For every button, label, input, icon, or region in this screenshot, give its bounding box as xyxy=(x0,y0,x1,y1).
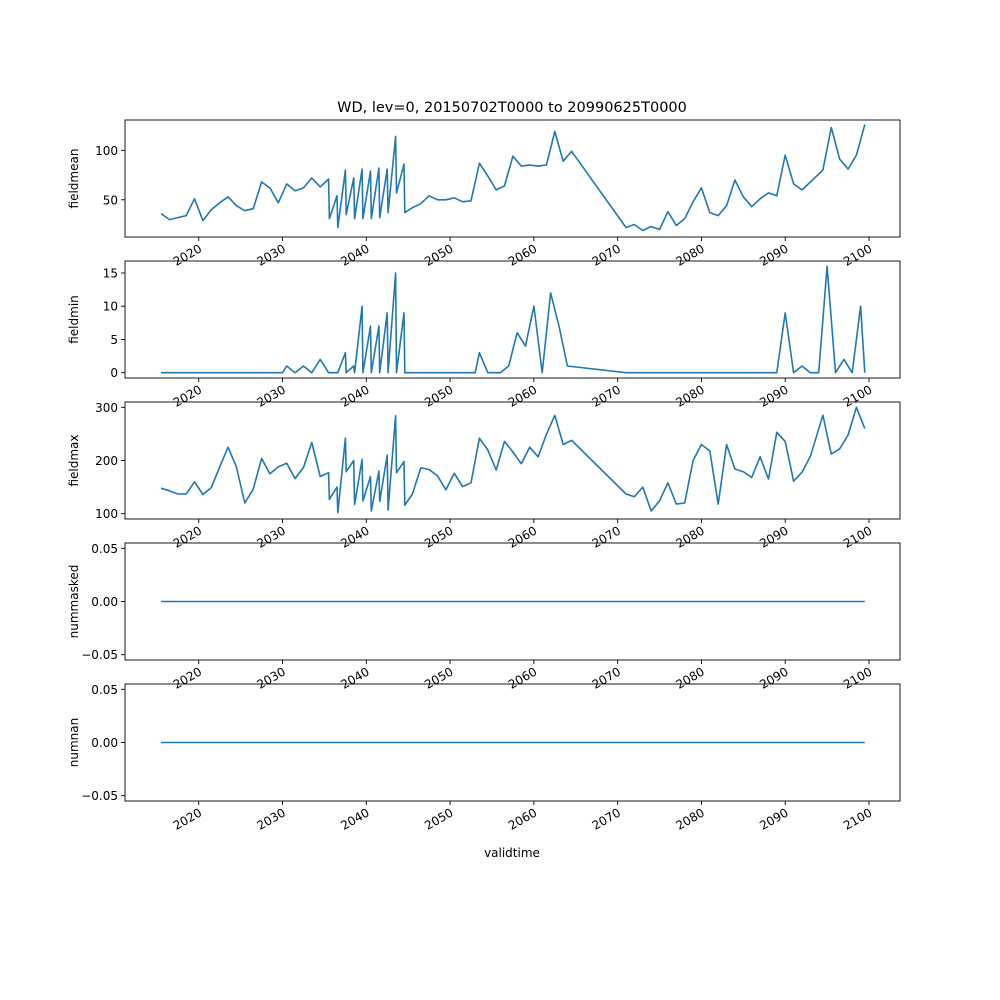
y-axis-label: fieldmean xyxy=(67,149,81,209)
axes-frame xyxy=(124,260,901,379)
y-tick-label: −0.05 xyxy=(81,648,118,662)
y-tick-label: 5 xyxy=(110,333,118,347)
y-tick-label: −0.05 xyxy=(81,789,118,803)
y-axis-label: numnan xyxy=(67,718,81,767)
axes-frame xyxy=(124,119,901,238)
series-line-fieldmean xyxy=(160,124,866,232)
y-tick-label: 0.05 xyxy=(91,683,118,697)
y-tick-label: 0.00 xyxy=(91,736,118,750)
y-axis-label: fieldmax xyxy=(67,434,81,486)
y-tick-label: 0 xyxy=(110,366,118,380)
y-tick-label: 100 xyxy=(95,144,118,158)
y-tick-label: 0.05 xyxy=(91,542,118,556)
x-axis-label: validtime xyxy=(484,846,540,860)
y-tick-label: 100 xyxy=(95,507,118,521)
y-tick-label: 0.00 xyxy=(91,595,118,609)
y-axis-label: nummasked xyxy=(67,565,81,639)
y-tick-label: 50 xyxy=(103,193,118,207)
y-tick-label: 15 xyxy=(103,266,118,280)
y-tick-label: 300 xyxy=(95,401,118,415)
series-line-fieldmin xyxy=(161,265,866,374)
y-tick-label: 200 xyxy=(95,454,118,468)
y-axis-label: fieldmin xyxy=(67,295,81,344)
series-line-fieldmax xyxy=(160,406,866,514)
y-tick-label: 10 xyxy=(103,300,118,314)
chart-title: WD, lev=0, 20150702T0000 to 20990625T000… xyxy=(337,100,687,116)
